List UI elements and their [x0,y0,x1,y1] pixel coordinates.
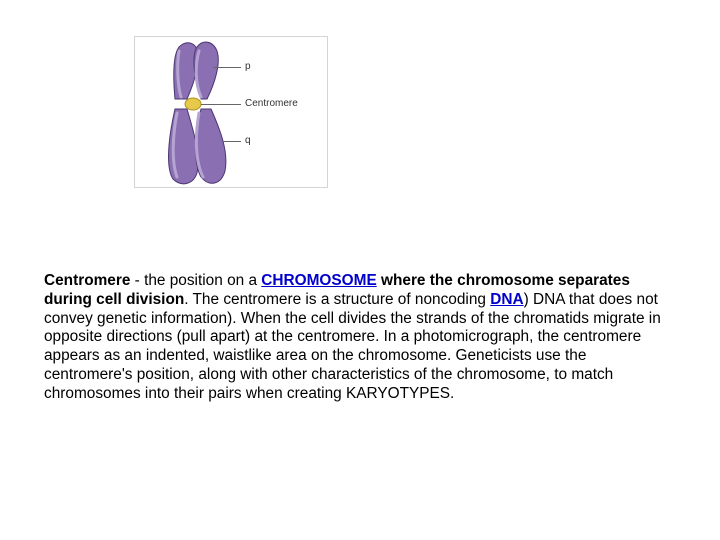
chromosome-icon [135,37,327,187]
link-dna[interactable]: DNA [490,291,523,308]
definition-paragraph: Centromere - the position on a CHROMOSOM… [44,272,676,403]
leader-q [223,141,241,142]
text-seg1: - the position on a [130,272,261,289]
slide: p Centromere q Centromere - the position… [0,0,720,540]
label-centromere: Centromere [245,98,298,109]
leader-p [213,67,241,68]
term-centromere: Centromere [44,272,130,289]
label-q: q [245,135,251,146]
leader-centromere [201,104,241,105]
label-p: p [245,61,251,72]
text-seg3: . The centromere is a structure of nonco… [184,291,490,308]
chromosome-diagram: p Centromere q [134,36,328,188]
link-chromosome[interactable]: CHROMOSOME [261,272,376,289]
